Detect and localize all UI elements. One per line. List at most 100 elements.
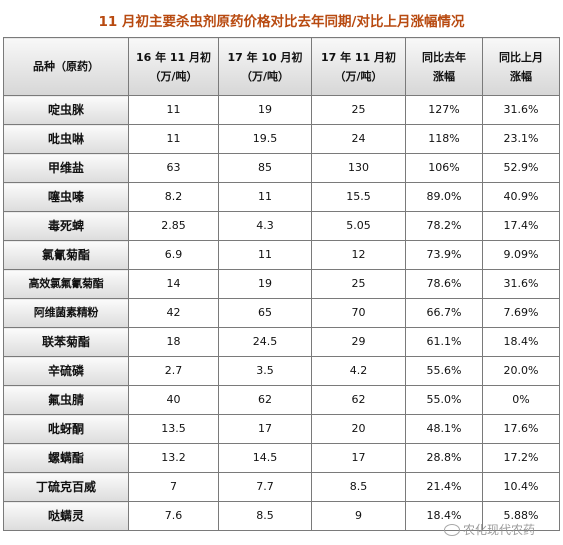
value-cell: 2.7 <box>128 356 219 386</box>
value-cell: 17 <box>218 414 312 444</box>
value-cell: 24 <box>311 124 406 154</box>
product-name-cell: 甲维盐 <box>3 153 129 183</box>
value-cell: 127% <box>405 95 483 125</box>
product-name-cell: 辛硫磷 <box>3 356 129 386</box>
value-cell: 78.2% <box>405 211 483 241</box>
value-cell: 0% <box>482 385 560 415</box>
value-cell: 18 <box>128 327 219 357</box>
product-name-cell: 吡蚜酮 <box>3 414 129 444</box>
value-cell: 18.4% <box>482 327 560 357</box>
value-cell: 17 <box>311 443 406 473</box>
table-row: 氟虫腈 40 62 62 55.0% 0% <box>3 385 560 415</box>
value-cell: 130 <box>311 153 406 183</box>
product-name-cell: 吡虫啉 <box>3 124 129 154</box>
value-cell: 19.5 <box>218 124 312 154</box>
watermark-text: 农化现代农药 <box>462 523 535 537</box>
value-cell: 52.9% <box>482 153 560 183</box>
value-cell: 25 <box>311 269 406 299</box>
value-cell: 10.4% <box>482 472 560 502</box>
value-cell: 9.09% <box>482 240 560 270</box>
wechat-icon <box>443 523 460 536</box>
value-cell: 14 <box>128 269 219 299</box>
product-name-cell: 啶虫脒 <box>3 95 129 125</box>
value-cell: 55.0% <box>405 385 483 415</box>
table-row: 氯氰菊酯 6.9 11 12 73.9% 9.09% <box>3 240 560 270</box>
value-cell: 73.9% <box>405 240 483 270</box>
product-name-cell: 联苯菊酯 <box>3 327 129 357</box>
table-row: 吡蚜酮 13.5 17 20 48.1% 17.6% <box>3 414 560 444</box>
value-cell: 61.1% <box>405 327 483 357</box>
value-cell: 12 <box>311 240 406 270</box>
header-cell: 品种（原药） <box>3 37 129 96</box>
header-cell: 同比去年 涨幅 <box>405 37 483 96</box>
value-cell: 25 <box>311 95 406 125</box>
value-cell: 15.5 <box>311 182 406 212</box>
value-cell: 17.2% <box>482 443 560 473</box>
value-cell: 65 <box>218 298 312 328</box>
header-cell: 同比上月 涨幅 <box>482 37 560 96</box>
value-cell: 5.88% <box>482 501 560 531</box>
value-cell: 19 <box>218 269 312 299</box>
table-row: 甲维盐 63 85 130 106% 52.9% <box>3 153 560 183</box>
value-cell: 89.0% <box>405 182 483 212</box>
value-cell: 9 <box>311 501 406 531</box>
table-row: 噻虫嗪 8.2 11 15.5 89.0% 40.9% <box>3 182 560 212</box>
table-row: 哒螨灵 7.6 8.5 9 18.4% 5.88% <box>3 501 560 531</box>
value-cell: 7.6 <box>128 501 219 531</box>
value-cell: 55.6% <box>405 356 483 386</box>
value-cell: 20 <box>311 414 406 444</box>
watermark: 农化现代农药 <box>443 521 535 538</box>
table-row: 毒死蜱 2.85 4.3 5.05 78.2% 17.4% <box>3 211 560 241</box>
value-cell: 11 <box>128 95 219 125</box>
value-cell: 19 <box>218 95 312 125</box>
value-cell: 7.69% <box>482 298 560 328</box>
table-title: 11 月初主要杀虫剂原药价格对比去年同期/对比上月涨幅情况 <box>98 14 465 30</box>
value-cell: 62 <box>311 385 406 415</box>
product-name-cell: 高效氯氟氰菊酯 <box>3 269 129 299</box>
value-cell: 13.2 <box>128 443 219 473</box>
value-cell: 63 <box>128 153 219 183</box>
header-row: 品种（原药） 16 年 11 月初 （万/吨） 17 年 10 月初 （万/吨） 1… <box>3 37 560 96</box>
value-cell: 4.2 <box>311 356 406 386</box>
value-cell: 31.6% <box>482 95 560 125</box>
value-cell: 11 <box>218 182 312 212</box>
table-row: 阿维菌素精粉 42 65 70 66.7% 7.69% <box>3 298 560 328</box>
header-cell: 17 年 10 月初 （万/吨） <box>218 37 312 96</box>
value-cell: 11 <box>218 240 312 270</box>
table-row: 吡虫啉 11 19.5 24 118% 23.1% <box>3 124 560 154</box>
value-cell: 11 <box>128 124 219 154</box>
value-cell: 17.6% <box>482 414 560 444</box>
value-cell: 24.5 <box>218 327 312 357</box>
table-row: 联苯菊酯 18 24.5 29 61.1% 18.4% <box>3 327 560 357</box>
header-cell: 17 年 11 月初 （万/吨） <box>311 37 406 96</box>
value-cell: 118% <box>405 124 483 154</box>
header-cell: 16 年 11 月初 （万/吨） <box>128 37 219 96</box>
value-cell: 5.05 <box>311 211 406 241</box>
value-cell: 2.85 <box>128 211 219 241</box>
value-cell: 3.5 <box>218 356 312 386</box>
value-cell: 20.0% <box>482 356 560 386</box>
table-row: 啶虫脒 11 19 25 127% 31.6% <box>3 95 560 125</box>
value-cell: 4.3 <box>218 211 312 241</box>
value-cell: 21.4% <box>405 472 483 502</box>
value-cell: 13.5 <box>128 414 219 444</box>
value-cell: 29 <box>311 327 406 357</box>
value-cell: 62 <box>218 385 312 415</box>
product-name-cell: 螺螨酯 <box>3 443 129 473</box>
value-cell: 40.9% <box>482 182 560 212</box>
value-cell: 17.4% <box>482 211 560 241</box>
value-cell: 85 <box>218 153 312 183</box>
value-cell: 7 <box>128 472 219 502</box>
value-cell: 70 <box>311 298 406 328</box>
value-cell: 8.5 <box>218 501 312 531</box>
value-cell: 18.4% <box>405 501 483 531</box>
table-row: 螺螨酯 13.2 14.5 17 28.8% 17.2% <box>3 443 560 473</box>
value-cell: 78.6% <box>405 269 483 299</box>
value-cell: 8.2 <box>128 182 219 212</box>
table-row: 辛硫磷 2.7 3.5 4.2 55.6% 20.0% <box>3 356 560 386</box>
price-table: 品种（原药） 16 年 11 月初 （万/吨） 17 年 10 月初 （万/吨） 1… <box>3 37 560 531</box>
table-row: 丁硫克百威 7 7.7 8.5 21.4% 10.4% <box>3 472 560 502</box>
value-cell: 48.1% <box>405 414 483 444</box>
product-name-cell: 氯氰菊酯 <box>3 240 129 270</box>
value-cell: 106% <box>405 153 483 183</box>
